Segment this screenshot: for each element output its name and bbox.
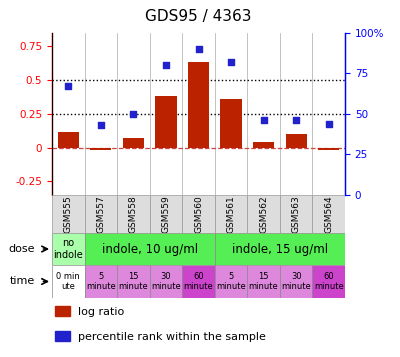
Bar	[84, 265, 117, 298]
Text: indole, 10 ug/ml: indole, 10 ug/ml	[102, 242, 198, 256]
Text: GSM557: GSM557	[96, 195, 105, 233]
Text: dose: dose	[9, 244, 35, 254]
Point	[228, 59, 234, 65]
Bar	[280, 265, 312, 298]
Text: 15
minute: 15 minute	[118, 272, 148, 291]
Point	[260, 117, 267, 123]
Text: GDS95 / 4363: GDS95 / 4363	[145, 9, 252, 24]
Text: 30
minute: 30 minute	[281, 272, 311, 291]
Bar	[52, 265, 84, 298]
Bar	[253, 142, 274, 148]
Bar	[182, 265, 215, 298]
Text: GSM558: GSM558	[129, 195, 138, 233]
Bar	[150, 265, 182, 298]
Text: indole, 15 ug/ml: indole, 15 ug/ml	[232, 242, 328, 256]
Bar	[52, 233, 84, 265]
Bar	[123, 138, 144, 148]
Bar	[150, 195, 182, 233]
Bar	[55, 331, 70, 341]
Text: 5
minute: 5 minute	[216, 272, 246, 291]
Bar	[55, 306, 70, 316]
Text: 30
minute: 30 minute	[151, 272, 181, 291]
Bar	[247, 265, 280, 298]
Point	[98, 122, 104, 128]
Point	[130, 111, 136, 117]
Text: GSM564: GSM564	[324, 195, 333, 233]
Point	[326, 121, 332, 127]
Text: time: time	[9, 277, 35, 287]
Bar	[90, 148, 112, 150]
Bar	[280, 195, 312, 233]
Bar	[84, 233, 215, 265]
Bar	[215, 195, 247, 233]
Text: GSM561: GSM561	[226, 195, 236, 233]
Bar	[182, 195, 215, 233]
Text: no
indole: no indole	[54, 238, 83, 260]
Text: 0 min
ute: 0 min ute	[56, 272, 80, 291]
Bar	[286, 134, 307, 148]
Text: 60
minute: 60 minute	[184, 272, 213, 291]
Bar	[155, 96, 176, 148]
Point	[293, 117, 299, 123]
Bar	[117, 195, 150, 233]
Bar	[84, 195, 117, 233]
Text: percentile rank within the sample: percentile rank within the sample	[78, 332, 266, 342]
Bar	[52, 195, 84, 233]
Text: GSM563: GSM563	[292, 195, 301, 233]
Bar	[215, 233, 345, 265]
Text: GSM560: GSM560	[194, 195, 203, 233]
Bar	[318, 148, 339, 150]
Bar	[117, 265, 150, 298]
Bar	[220, 99, 242, 148]
Text: 15
minute: 15 minute	[249, 272, 278, 291]
Point	[163, 62, 169, 68]
Bar	[58, 131, 79, 148]
Bar	[312, 195, 345, 233]
Bar	[247, 195, 280, 233]
Text: 5
minute: 5 minute	[86, 272, 116, 291]
Text: GSM562: GSM562	[259, 195, 268, 233]
Bar	[188, 62, 209, 148]
Bar	[215, 265, 247, 298]
Text: 60
minute: 60 minute	[314, 272, 344, 291]
Point	[65, 84, 72, 89]
Text: log ratio: log ratio	[78, 307, 125, 317]
Text: GSM559: GSM559	[162, 195, 170, 233]
Point	[195, 46, 202, 52]
Text: GSM555: GSM555	[64, 195, 73, 233]
Bar	[312, 265, 345, 298]
